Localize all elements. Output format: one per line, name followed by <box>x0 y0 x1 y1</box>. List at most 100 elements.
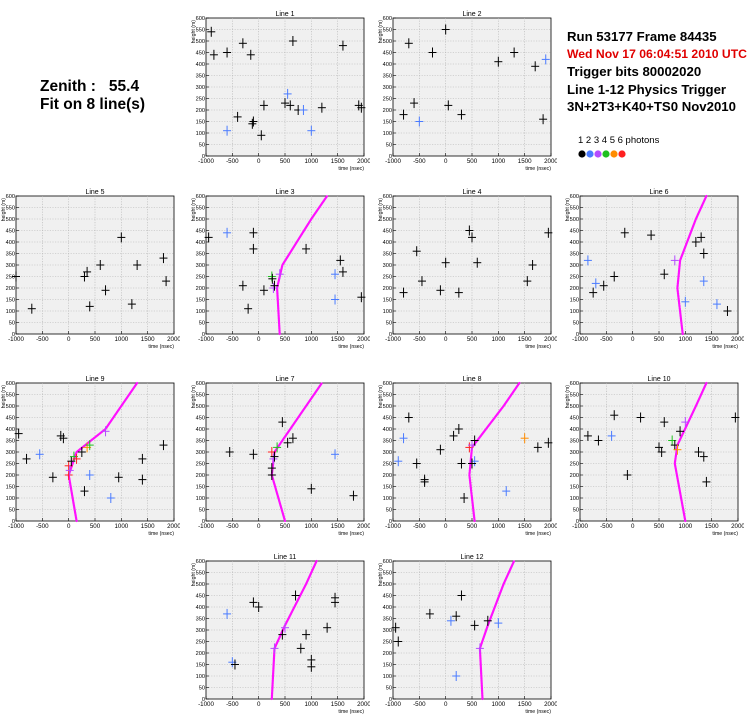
hit-marker <box>417 276 426 287</box>
x-tick-label: 2000 <box>357 523 370 530</box>
hit-marker <box>281 98 289 109</box>
x-tick-label: 0 <box>257 158 261 165</box>
hit-marker <box>404 412 413 423</box>
y-tick-label: 350 <box>383 252 392 258</box>
y-tick-label: 100 <box>383 496 392 502</box>
hit-marker <box>296 643 305 654</box>
y-tick-label: 300 <box>383 450 392 456</box>
x-tick-label: -1000 <box>198 158 214 165</box>
hit-marker <box>404 38 413 49</box>
panel-line-1: -1000 -500 0 500 1000 1500 2000 0 50 100 150 200 250… <box>190 0 370 178</box>
zenith-label: Zenith : <box>40 78 96 95</box>
y-tick-label: 500 <box>196 404 205 410</box>
y-tick-label: 50 <box>386 508 392 514</box>
y-tick-label: 450 <box>570 229 579 235</box>
y-tick-label: 550 <box>383 571 392 577</box>
hit-marker <box>269 283 278 293</box>
x-tick-label: 0 <box>257 701 261 708</box>
hit-marker <box>399 109 408 120</box>
hit-marker <box>248 118 257 129</box>
x-tick-label: 2000 <box>544 701 557 708</box>
y-tick-label: 150 <box>570 485 579 491</box>
fit-curve <box>67 381 139 523</box>
hit-marker <box>278 417 287 428</box>
hit-marker <box>80 486 89 497</box>
y-tick-label: 100 <box>6 309 15 315</box>
x-tick-label: 1000 <box>678 523 692 530</box>
y-tick-label: 250 <box>196 275 205 281</box>
hit-marker <box>412 246 421 257</box>
x-tick-label: 2000 <box>167 523 180 530</box>
x-tick-label: 1000 <box>491 701 505 708</box>
y-tick-label: 150 <box>383 663 392 669</box>
y-axis-label: height (m) <box>378 20 384 44</box>
y-tick-label: 50 <box>199 686 205 692</box>
hit-marker <box>96 260 105 270</box>
hit-marker <box>583 255 592 266</box>
panel-line-6: -1000 -500 0 500 1000 1500 2000 0 50 100 150 200 250… <box>564 178 744 356</box>
x-tick-label: -500 <box>600 523 613 530</box>
x-tick-label: 1500 <box>331 158 345 165</box>
y-tick-label: 450 <box>196 229 205 235</box>
y-tick-label: 500 <box>383 582 392 588</box>
y-tick-label: 600 <box>196 16 205 22</box>
y-tick-label: 150 <box>6 485 15 491</box>
y-tick-label: 550 <box>383 393 392 399</box>
hit-marker <box>14 428 23 439</box>
x-tick-label: 1500 <box>705 336 719 343</box>
x-tick-label: 0 <box>257 336 261 343</box>
x-tick-label: 1000 <box>114 523 128 530</box>
y-tick-label: 550 <box>196 28 205 34</box>
y-axis-label: height (m) <box>191 385 197 409</box>
y-tick-label: 300 <box>383 85 392 91</box>
hit-marker <box>623 470 632 480</box>
y-tick-label: 50 <box>573 508 579 514</box>
hit-marker <box>394 636 403 647</box>
y-axis-label: height (m) <box>565 385 571 409</box>
x-tick-label: 0 <box>257 523 261 530</box>
y-tick-label: 400 <box>6 427 15 433</box>
y-tick-label: 300 <box>570 450 579 456</box>
y-tick-label: 150 <box>196 663 205 669</box>
y-axis-label: height (m) <box>191 20 197 44</box>
hit-marker <box>657 447 666 457</box>
panel-line-2: -1000 -500 0 500 1000 1500 2000 0 50 100 150 200 250… <box>377 0 557 178</box>
x-axis-label: time (nsec) <box>148 531 174 537</box>
hit-marker <box>64 470 73 480</box>
chart-line-5: -1000 -500 0 500 1000 1500 2000 0 50 100 150 200 250… <box>1 189 180 350</box>
x-tick-label: 2000 <box>167 336 180 343</box>
hit-marker <box>676 426 685 437</box>
panel-line-11: -1000 -500 0 500 1000 1500 2000 0 50 100 150 200 250… <box>190 543 370 721</box>
hit-marker <box>85 301 94 312</box>
y-tick-label: 450 <box>383 51 392 57</box>
hit-marker <box>230 659 239 670</box>
y-tick-label: 600 <box>196 559 205 565</box>
y-tick-label: 450 <box>196 594 205 600</box>
hit-marker <box>502 486 511 497</box>
hit-marker <box>106 493 115 503</box>
x-tick-label: -500 <box>413 523 426 530</box>
hit-marker <box>681 417 690 428</box>
y-tick-label: 250 <box>383 275 392 281</box>
y-tick-label: 0 <box>202 519 205 525</box>
x-tick-label: -1000 <box>385 158 401 165</box>
y-axis-label: height (m) <box>1 385 7 409</box>
plot-title: Line 12 <box>461 554 484 561</box>
hit-marker <box>283 88 292 99</box>
y-tick-label: 450 <box>383 229 392 235</box>
y-tick-label: 500 <box>570 404 579 410</box>
hit-marker <box>399 433 408 444</box>
y-tick-label: 100 <box>196 309 205 315</box>
x-tick-label: 0 <box>631 523 635 530</box>
hit-marker <box>436 444 445 455</box>
y-tick-label: 150 <box>383 485 392 491</box>
hit-marker <box>223 125 232 136</box>
x-tick-label: -1000 <box>385 523 401 530</box>
x-tick-label: -500 <box>226 701 239 708</box>
y-tick-label: 350 <box>383 617 392 623</box>
hit-marker <box>457 590 466 601</box>
y-tick-label: 350 <box>570 252 579 258</box>
y-tick-label: 500 <box>196 582 205 588</box>
x-tick-label: -500 <box>600 336 613 343</box>
y-tick-label: 600 <box>383 194 392 200</box>
